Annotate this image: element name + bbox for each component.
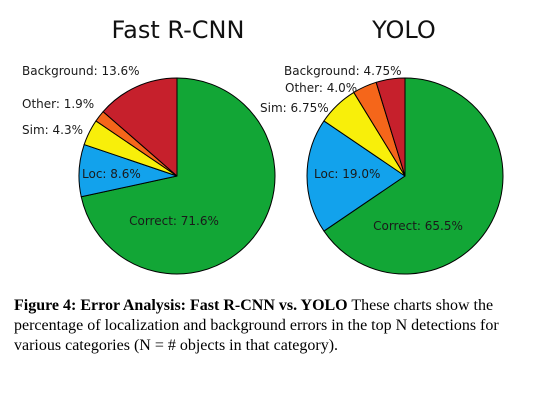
pie-slice-correct [323, 77, 504, 275]
pie-slices [78, 77, 276, 275]
slice-label-loc: Loc: 19.0% [314, 167, 380, 181]
slice-label-loc: Loc: 8.6% [82, 167, 141, 181]
slice-label-background: Background: 13.6% [22, 64, 140, 78]
caption-text: These charts show the percentage of loca… [14, 297, 499, 354]
pie-slice-loc [306, 120, 406, 232]
figure-caption: Figure 4: Error Analysis: Fast R-CNN vs.… [14, 296, 524, 356]
slice-label-correct: Correct: 65.5% [373, 219, 463, 233]
slice-label-sim: Sim: 6.75% [260, 101, 329, 115]
pie-slices [306, 77, 504, 275]
pie-slice-background [375, 77, 406, 177]
slice-label-sim: Sim: 4.3% [22, 123, 83, 137]
pie-slice-background [102, 77, 178, 177]
fast-rcnn-pie-chart: Fast R-CNN Correct: 71.6% Loc: 8.6% Sim: 4… [22, 16, 276, 275]
chart-title: Fast R-CNN [112, 16, 245, 44]
chart-title: YOLO [371, 16, 436, 44]
caption-heading: Figure 4: Error Analysis: Fast R-CNN vs.… [14, 297, 348, 314]
pie-slice-correct [80, 77, 276, 275]
slice-label-other: Other: 4.0% [285, 81, 357, 95]
slice-label-correct: Correct: 71.6% [129, 214, 219, 228]
yolo-pie-chart: YOLO Correct: 65.5% Loc: 19.0% Sim: 6.75% O… [260, 16, 504, 275]
slice-label-other: Other: 1.9% [22, 97, 94, 111]
slice-label-background: Background: 4.75% [284, 64, 402, 78]
pie-charts: Fast R-CNN Correct: 71.6% Loc: 8.6% Sim: 4… [22, 16, 504, 275]
